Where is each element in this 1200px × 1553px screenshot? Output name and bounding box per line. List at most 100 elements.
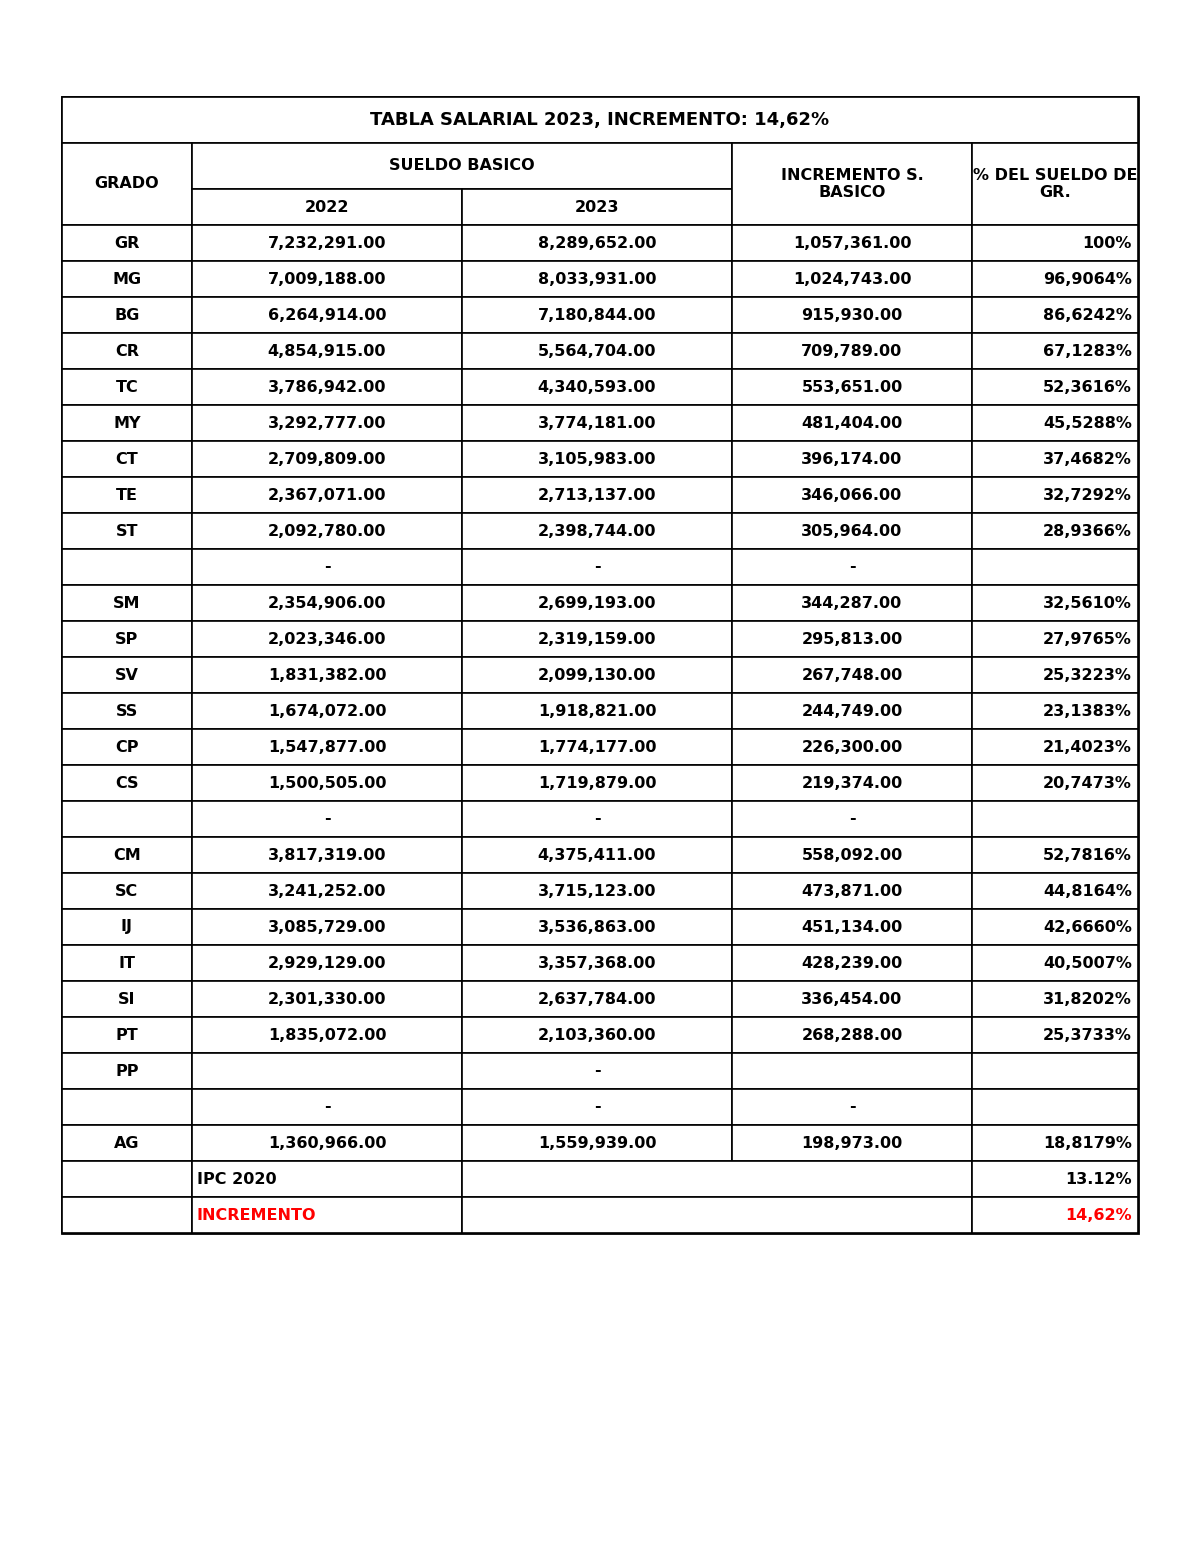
Bar xyxy=(972,1124,1138,1162)
Text: CT: CT xyxy=(115,452,138,466)
Text: 86,6242%: 86,6242% xyxy=(1043,307,1132,323)
Bar xyxy=(62,512,192,550)
Text: 3,536,863.00: 3,536,863.00 xyxy=(538,919,656,935)
Text: MY: MY xyxy=(113,416,140,430)
Text: 96,9064%: 96,9064% xyxy=(1043,272,1132,286)
Bar xyxy=(192,837,462,873)
Bar xyxy=(192,512,462,550)
Text: 2,099,130.00: 2,099,130.00 xyxy=(538,668,656,682)
Bar xyxy=(732,1124,972,1162)
Bar xyxy=(62,1017,192,1053)
Text: 1,500,505.00: 1,500,505.00 xyxy=(268,775,386,790)
Bar xyxy=(462,1053,732,1089)
Bar xyxy=(972,477,1138,512)
Bar xyxy=(972,1017,1138,1053)
Bar xyxy=(192,728,462,766)
Bar xyxy=(62,1162,192,1197)
Bar xyxy=(62,225,192,261)
Text: 1,024,743.00: 1,024,743.00 xyxy=(793,272,911,286)
Text: 2,103,360.00: 2,103,360.00 xyxy=(538,1028,656,1042)
Bar xyxy=(972,297,1138,332)
Text: 8,289,652.00: 8,289,652.00 xyxy=(538,236,656,250)
Text: 226,300.00: 226,300.00 xyxy=(802,739,902,755)
Bar xyxy=(192,1017,462,1053)
Bar xyxy=(62,801,192,837)
Text: 25,3733%: 25,3733% xyxy=(1043,1028,1132,1042)
Bar xyxy=(732,766,972,801)
Bar xyxy=(192,550,462,585)
Bar xyxy=(62,332,192,370)
Text: -: - xyxy=(324,812,330,826)
Bar xyxy=(732,1017,972,1053)
Bar xyxy=(462,261,732,297)
Text: INCREMENTO S.
BASICO: INCREMENTO S. BASICO xyxy=(781,168,923,200)
Text: 2,301,330.00: 2,301,330.00 xyxy=(268,991,386,1006)
Bar xyxy=(972,550,1138,585)
Text: 1,774,177.00: 1,774,177.00 xyxy=(538,739,656,755)
Bar xyxy=(192,801,462,837)
Bar xyxy=(462,728,732,766)
Bar xyxy=(462,332,732,370)
Bar xyxy=(972,873,1138,909)
Text: 244,749.00: 244,749.00 xyxy=(802,704,902,719)
Bar xyxy=(192,477,462,512)
Bar xyxy=(462,370,732,405)
Bar xyxy=(462,1162,972,1197)
Bar xyxy=(732,837,972,873)
Bar xyxy=(62,944,192,981)
Bar xyxy=(462,909,732,944)
Text: 1,547,877.00: 1,547,877.00 xyxy=(268,739,386,755)
Bar xyxy=(192,1124,462,1162)
Text: 31,8202%: 31,8202% xyxy=(1043,991,1132,1006)
Bar xyxy=(972,621,1138,657)
Text: 3,292,777.00: 3,292,777.00 xyxy=(268,416,386,430)
Bar xyxy=(62,550,192,585)
Text: 37,4682%: 37,4682% xyxy=(1043,452,1132,466)
Bar xyxy=(462,550,732,585)
Bar xyxy=(732,1053,972,1089)
Text: TE: TE xyxy=(116,488,138,503)
Text: 7,009,188.00: 7,009,188.00 xyxy=(268,272,386,286)
Text: 40,5007%: 40,5007% xyxy=(1043,955,1132,971)
Text: 32,7292%: 32,7292% xyxy=(1043,488,1132,503)
Text: SS: SS xyxy=(116,704,138,719)
Text: 709,789.00: 709,789.00 xyxy=(802,343,902,359)
Bar xyxy=(192,621,462,657)
Text: BG: BG xyxy=(114,307,139,323)
Bar xyxy=(192,981,462,1017)
Bar xyxy=(462,512,732,550)
Text: 4,854,915.00: 4,854,915.00 xyxy=(268,343,386,359)
Bar xyxy=(462,1089,732,1124)
Bar xyxy=(462,981,732,1017)
Text: ST: ST xyxy=(115,523,138,539)
Text: 481,404.00: 481,404.00 xyxy=(802,416,902,430)
Text: 3,786,942.00: 3,786,942.00 xyxy=(268,379,386,394)
Text: 2,699,193.00: 2,699,193.00 xyxy=(538,595,656,610)
Text: 428,239.00: 428,239.00 xyxy=(802,955,902,971)
Bar xyxy=(732,873,972,909)
Text: 268,288.00: 268,288.00 xyxy=(802,1028,902,1042)
Bar xyxy=(462,621,732,657)
Text: 28,9366%: 28,9366% xyxy=(1043,523,1132,539)
Text: MG: MG xyxy=(113,272,142,286)
Bar xyxy=(972,1162,1138,1197)
Text: SI: SI xyxy=(119,991,136,1006)
Bar xyxy=(462,1017,732,1053)
Bar xyxy=(462,441,732,477)
Text: 3,085,729.00: 3,085,729.00 xyxy=(268,919,386,935)
Bar xyxy=(972,585,1138,621)
Bar xyxy=(62,837,192,873)
Bar xyxy=(462,585,732,621)
Text: 3,715,123.00: 3,715,123.00 xyxy=(538,884,656,899)
Bar xyxy=(972,693,1138,728)
Bar xyxy=(972,1089,1138,1124)
Text: 1,719,879.00: 1,719,879.00 xyxy=(538,775,656,790)
Bar xyxy=(62,1124,192,1162)
Bar xyxy=(972,909,1138,944)
Bar xyxy=(62,96,1138,143)
Text: 1,360,966.00: 1,360,966.00 xyxy=(268,1135,386,1151)
Bar xyxy=(62,297,192,332)
Text: 2,709,809.00: 2,709,809.00 xyxy=(268,452,386,466)
Text: 3,357,368.00: 3,357,368.00 xyxy=(538,955,656,971)
Text: 18,8179%: 18,8179% xyxy=(1043,1135,1132,1151)
